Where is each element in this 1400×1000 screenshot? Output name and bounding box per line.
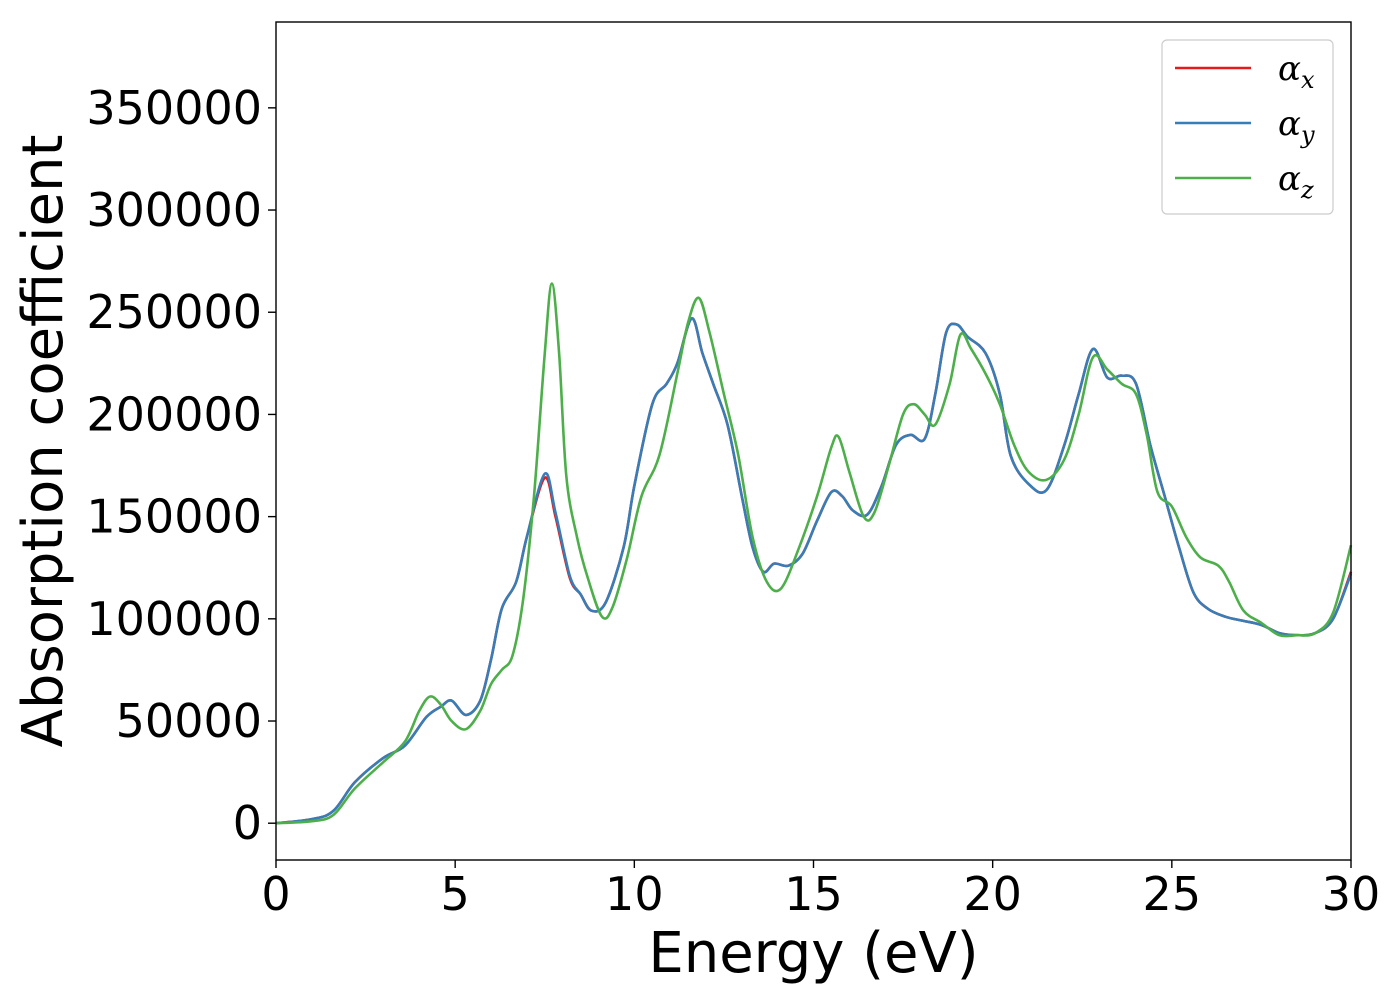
x-tick-label: 5 xyxy=(441,867,470,921)
series-line-z xyxy=(275,282,1353,825)
legend-box xyxy=(1161,39,1334,215)
y-tick-label: 50000 xyxy=(116,694,262,748)
legend-label-x: αx xyxy=(1278,49,1315,94)
y-tick-label: 0 xyxy=(233,796,262,850)
y-tick-label: 350000 xyxy=(86,81,262,135)
x-tick-label: 10 xyxy=(605,867,664,921)
x-tick-label: 15 xyxy=(784,867,843,921)
y-tick-label: 150000 xyxy=(86,490,262,544)
y-tick-label: 100000 xyxy=(86,592,262,646)
x-axis: 0 5 10 15 20 25 30 xyxy=(261,860,1380,921)
x-axis-label: Energy (eV) xyxy=(648,921,978,986)
legend-label-base: α xyxy=(1278,159,1301,199)
y-tick-label: 200000 xyxy=(86,387,262,441)
legend-label-subscript: x xyxy=(1301,66,1315,94)
x-tick-label: 30 xyxy=(1322,867,1381,921)
x-tick-label: 20 xyxy=(963,867,1022,921)
series-layer xyxy=(275,282,1353,825)
y-axis: 0 50000 100000 150000 200000 250000 300000 3500… xyxy=(86,81,276,850)
y-axis-label: Absorption coefficient xyxy=(11,135,76,748)
legend-label-base: α xyxy=(1278,49,1301,89)
legend-label-z: αz xyxy=(1278,159,1314,204)
legend-label-subscript: z xyxy=(1300,176,1314,204)
legend-label-subscript: y xyxy=(1300,121,1315,149)
series-line-y xyxy=(275,317,1353,825)
series-line-x xyxy=(275,317,1353,825)
y-tick-label: 300000 xyxy=(86,183,262,237)
y-tick-label: 250000 xyxy=(86,285,262,339)
legend-label-base: α xyxy=(1278,104,1301,144)
x-tick-label: 0 xyxy=(261,867,290,921)
legend-label-y: αy xyxy=(1278,104,1315,149)
x-tick-label: 25 xyxy=(1143,867,1202,921)
